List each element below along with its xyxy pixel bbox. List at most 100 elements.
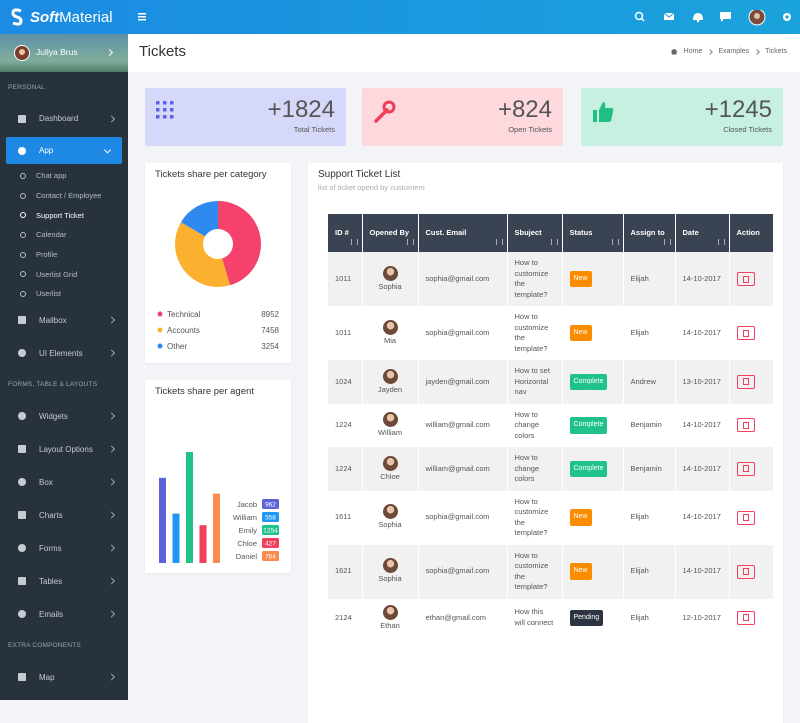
delete-button[interactable] <box>736 564 755 579</box>
delete-button[interactable] <box>736 610 755 625</box>
sub-label: Support Ticket <box>36 210 84 220</box>
status-cell: Complete <box>562 403 624 447</box>
nav-subitem[interactable]: Userlist <box>0 284 128 304</box>
crumb[interactable]: Examples <box>718 48 750 55</box>
nav-item[interactable]: Layout Options <box>0 433 128 466</box>
nav-item[interactable]: Mailbox <box>0 304 128 337</box>
status-badge: Pending <box>569 609 604 626</box>
nav-chevron <box>107 577 116 585</box>
email-cell: ethan@gmail.com <box>418 598 508 637</box>
crumb: Tickets <box>765 48 787 55</box>
nav-chevron <box>107 349 116 357</box>
user-avatar <box>382 504 398 520</box>
header-label: Date <box>682 228 699 237</box>
nav-subitem[interactable]: Profile <box>0 245 128 265</box>
user-cell: Sophia <box>362 544 419 599</box>
button-icon <box>742 465 749 473</box>
status-cell: Complete <box>562 360 624 404</box>
bar <box>199 525 207 563</box>
nav-subitem[interactable]: Userlist Grid <box>0 264 128 284</box>
delete-button[interactable] <box>736 272 755 286</box>
delete-button[interactable] <box>736 418 755 433</box>
action-cell <box>729 360 774 404</box>
icon-shape <box>18 316 26 325</box>
assign-cell: Elijah <box>623 252 676 306</box>
user-cell: William <box>362 403 419 447</box>
nav-item[interactable]: Dashboard <box>0 102 128 135</box>
id-cell: 1224 <box>328 447 363 491</box>
column-header[interactable]: ID # <box>328 214 363 252</box>
delete-button[interactable] <box>736 326 755 340</box>
stat-icon <box>156 101 174 119</box>
header-label: Assign to <box>630 228 665 237</box>
id-cell: 1224 <box>328 403 363 447</box>
date-cell: 14-10-2017 <box>675 447 730 491</box>
button-icon <box>742 378 749 386</box>
nav-icon <box>18 478 26 487</box>
crumb-separator <box>754 48 760 55</box>
nav-section-title: PERSONAL <box>8 83 46 91</box>
nav-section-title: EXTRA COMPONENTS <box>8 642 81 650</box>
nav-item[interactable]: Map <box>0 661 128 694</box>
brand[interactable]: Soft Material <box>10 6 113 28</box>
nav-icon <box>18 114 26 123</box>
legend-value: 427 <box>265 541 276 548</box>
nav-item[interactable]: App <box>6 137 122 164</box>
donut-chart: Technical 8952 Accounts 7458 Other 3254 <box>157 201 280 351</box>
bar <box>172 513 180 563</box>
column-header[interactable]: Date <box>675 214 730 252</box>
assign-cell: Elijah <box>623 490 676 545</box>
status-cell: New <box>562 252 624 306</box>
column-header[interactable]: Opened By <box>362 214 419 252</box>
nav-item[interactable]: Box <box>0 466 128 499</box>
nav-item[interactable]: Charts <box>0 499 128 532</box>
user-name: Sophia <box>378 574 402 584</box>
nav-label: Emails <box>39 609 64 619</box>
delete-button[interactable] <box>736 461 755 476</box>
user-panel[interactable]: Jullya Brus <box>0 34 128 72</box>
table-row: 1611 Sophia sophia@gmail.com How to customi… <box>328 490 774 545</box>
column-header[interactable]: Cust. Email <box>418 214 508 252</box>
nav-chevron <box>107 412 116 420</box>
table-body: 1011 Sophia sophia@gmail.com How to customi… <box>328 252 774 637</box>
column-header[interactable]: Sbuject <box>507 214 563 252</box>
delete-button[interactable] <box>736 510 755 525</box>
nav-icon <box>18 445 26 454</box>
sort-icon <box>350 239 358 245</box>
table-subtitle: list of ticket opend by customers <box>318 183 425 192</box>
nav-icon <box>18 610 26 619</box>
nav-item[interactable]: Tables <box>0 565 128 598</box>
action-cell <box>729 544 774 599</box>
nav-item[interactable]: UI Elements <box>0 337 128 370</box>
brand-rest: Material <box>59 8 113 26</box>
email-cell: sophia@gmail.com <box>418 306 508 360</box>
breadcrumb: Home Examples Tickets <box>670 48 787 55</box>
status-badge: New <box>569 324 592 342</box>
nav-item[interactable]: Forms <box>0 532 128 565</box>
nav-item[interactable]: Emails <box>0 598 128 631</box>
column-header[interactable]: Assign to <box>623 214 676 252</box>
column-header[interactable]: Status <box>562 214 624 252</box>
menu-toggle[interactable] <box>138 13 146 21</box>
sub-label: Profile <box>36 250 58 260</box>
nav-subitem[interactable]: Support Ticket <box>0 205 128 225</box>
stat-card: +1824 Total Tickets <box>145 88 346 146</box>
nav-subitem[interactable]: Contact / Employee <box>0 186 128 206</box>
delete-button[interactable] <box>736 374 755 389</box>
table-row: 1224 William william@gmail.com How to chang… <box>328 403 774 447</box>
legend-dot <box>157 343 163 349</box>
nav-icon <box>18 577 26 586</box>
nav-item[interactable]: Widgets <box>0 400 128 433</box>
crumb[interactable]: Home <box>683 48 703 55</box>
stat-icon <box>593 102 614 122</box>
button-icon <box>742 514 749 521</box>
top-bar: Soft Material <box>0 0 800 34</box>
legend-value: 558 <box>265 515 276 522</box>
nav-chevron <box>107 673 116 681</box>
nav-subitem[interactable]: Chat app <box>0 166 128 186</box>
nav-label: Widgets <box>39 411 68 421</box>
sub-label: Chat app <box>36 171 67 181</box>
nav-subitem[interactable]: Calendar <box>0 225 128 245</box>
table-row: 2124 Ethan ethan@gmail.com How this will co… <box>328 598 774 637</box>
header-icons[interactable] <box>634 10 794 26</box>
